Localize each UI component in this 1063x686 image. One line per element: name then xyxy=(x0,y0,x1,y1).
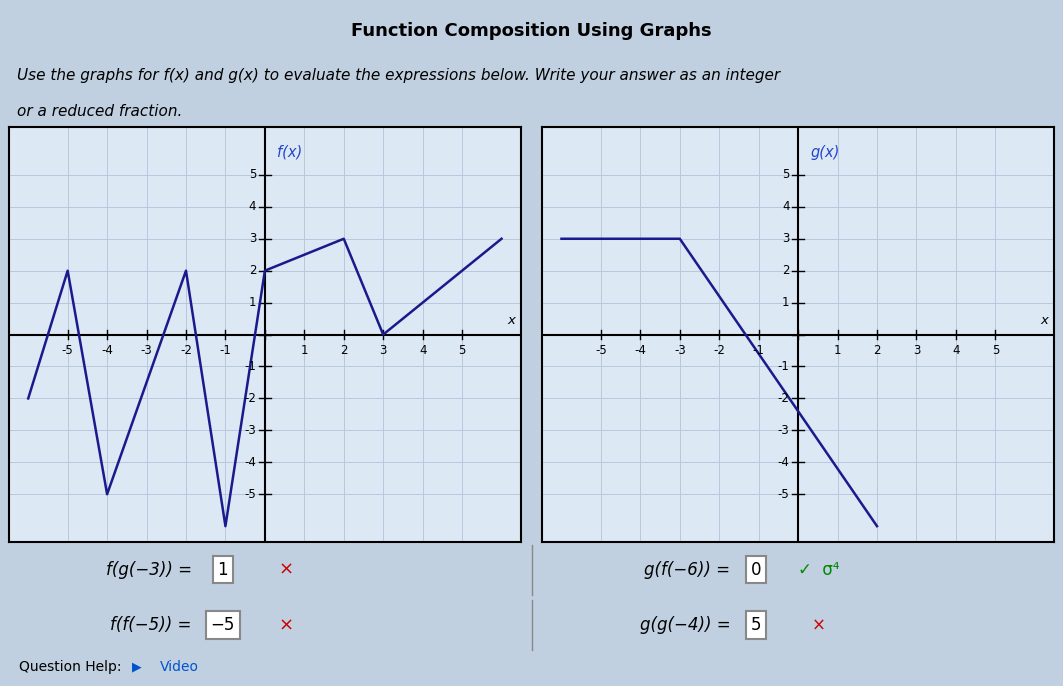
Text: -1: -1 xyxy=(219,344,232,357)
Text: 2: 2 xyxy=(874,344,881,357)
Text: 4: 4 xyxy=(249,200,256,213)
Text: 1: 1 xyxy=(249,296,256,309)
Text: 1: 1 xyxy=(782,296,790,309)
Text: ×: × xyxy=(279,561,293,579)
Text: -1: -1 xyxy=(777,360,790,373)
Text: x: x xyxy=(1041,314,1048,327)
Text: -4: -4 xyxy=(244,456,256,469)
Text: Question Help:: Question Help: xyxy=(19,660,121,674)
Text: or a reduced fraction.: or a reduced fraction. xyxy=(17,104,182,119)
Text: 5: 5 xyxy=(752,616,761,634)
Text: 5: 5 xyxy=(992,344,999,357)
Text: 3: 3 xyxy=(913,344,921,357)
Text: -4: -4 xyxy=(777,456,790,469)
Text: 3: 3 xyxy=(249,233,256,246)
Text: -3: -3 xyxy=(778,424,790,437)
Text: -5: -5 xyxy=(62,344,73,357)
Text: ▶: ▶ xyxy=(132,660,141,673)
Text: 5: 5 xyxy=(458,344,466,357)
Text: f(g(−3)) =: f(g(−3)) = xyxy=(105,561,191,579)
Text: -4: -4 xyxy=(635,344,646,357)
Text: -4: -4 xyxy=(101,344,113,357)
Text: 0: 0 xyxy=(752,561,761,579)
Text: 1: 1 xyxy=(301,344,308,357)
Text: −5: −5 xyxy=(210,616,235,634)
Text: -1: -1 xyxy=(244,360,256,373)
Text: 2: 2 xyxy=(340,344,348,357)
Text: 5: 5 xyxy=(249,168,256,181)
Text: -5: -5 xyxy=(244,488,256,501)
Text: -2: -2 xyxy=(180,344,192,357)
Text: ✓  σ⁴: ✓ σ⁴ xyxy=(798,561,840,579)
Text: g(g(−4)) =: g(g(−4)) = xyxy=(640,616,730,634)
Text: -1: -1 xyxy=(753,344,764,357)
Text: x: x xyxy=(507,314,516,327)
Text: 1: 1 xyxy=(833,344,841,357)
Text: -5: -5 xyxy=(778,488,790,501)
Text: ×: × xyxy=(279,616,293,634)
Text: -2: -2 xyxy=(713,344,725,357)
Text: 2: 2 xyxy=(249,264,256,277)
Text: 3: 3 xyxy=(782,233,790,246)
Text: 2: 2 xyxy=(782,264,790,277)
Text: -5: -5 xyxy=(595,344,607,357)
Text: -3: -3 xyxy=(140,344,152,357)
Text: f(f(−5)) =: f(f(−5)) = xyxy=(111,616,191,634)
Text: f(x): f(x) xyxy=(277,145,303,160)
Text: -2: -2 xyxy=(777,392,790,405)
Text: g(x): g(x) xyxy=(811,145,840,160)
Text: -3: -3 xyxy=(674,344,686,357)
Text: 4: 4 xyxy=(952,344,960,357)
Text: 3: 3 xyxy=(379,344,387,357)
Text: ×: × xyxy=(812,616,826,634)
Text: 5: 5 xyxy=(782,168,790,181)
Text: 4: 4 xyxy=(782,200,790,213)
Text: Video: Video xyxy=(161,660,199,674)
Text: Use the graphs for f(x) and g(x) to evaluate the expressions below. Write your a: Use the graphs for f(x) and g(x) to eval… xyxy=(17,69,780,84)
Text: Function Composition Using Graphs: Function Composition Using Graphs xyxy=(351,22,712,40)
Text: 1: 1 xyxy=(218,561,229,579)
Text: 4: 4 xyxy=(419,344,426,357)
Text: g(f(−6)) =: g(f(−6)) = xyxy=(644,561,730,579)
Text: -3: -3 xyxy=(244,424,256,437)
Text: -2: -2 xyxy=(244,392,256,405)
